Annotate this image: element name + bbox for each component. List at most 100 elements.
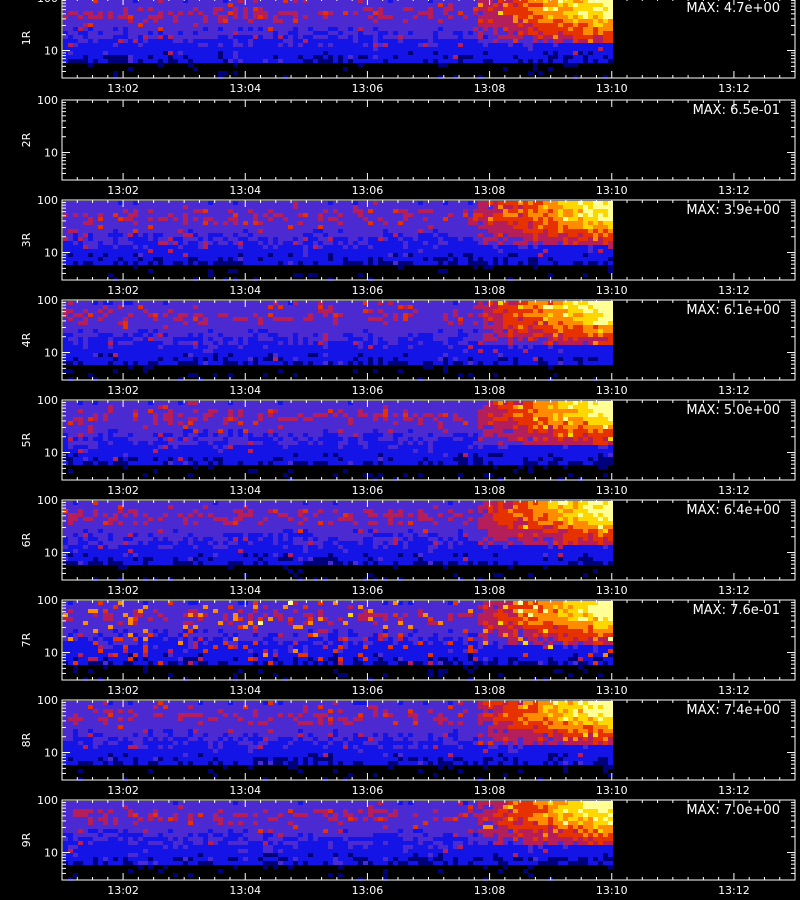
heatmap-cell [293,39,298,43]
heatmap-cell [428,0,433,3]
heatmap-cell [318,201,323,205]
heatmap-cell [413,241,418,245]
heatmap-cell [98,345,103,349]
heatmap-cell [318,341,323,345]
heatmap-cell [193,237,198,241]
heatmap-cell [228,237,233,241]
heatmap-cell [428,11,433,15]
heatmap-cell [263,43,268,47]
heatmap-cell [593,209,598,213]
heatmap-cell [558,237,563,241]
heatmap-cell [288,309,293,313]
heatmap-cell [323,245,328,249]
heatmap-cell [523,15,528,19]
heatmap-cell [323,229,328,233]
heatmap-cell [338,15,343,19]
heatmap-cell [168,221,173,225]
heatmap-cell [573,245,578,249]
heatmap-cell [433,23,438,27]
heatmap-cell [583,19,588,23]
heatmap-cell [223,59,228,63]
heatmap-cell [548,67,553,71]
heatmap-cell [433,15,438,19]
heatmap-cell [463,39,468,43]
heatmap-cell [288,337,293,341]
heatmap-cell [443,35,448,39]
heatmap-cell [258,229,263,233]
heatmap-cell [363,237,368,241]
heatmap-cell [483,265,488,269]
heatmap-cell [168,225,173,229]
heatmap-cell [178,341,183,345]
heatmap-cell [598,27,603,31]
heatmap-cell [508,253,513,257]
heatmap-cell [508,51,513,55]
heatmap-cell [103,31,108,35]
heatmap-cell [503,15,508,19]
heatmap-cell [503,217,508,221]
heatmap-cell [278,349,283,353]
heatmap-cell [428,19,433,23]
heatmap-cell [73,205,78,209]
heatmap-cell [383,237,388,241]
heatmap-cell [598,225,603,229]
heatmap-cell [168,39,173,43]
heatmap-cell [128,325,133,329]
heatmap-cell [423,209,428,213]
heatmap-cell [273,11,278,15]
heatmap-cell [263,301,268,305]
heatmap-cell [188,317,193,321]
heatmap-cell [543,7,548,11]
heatmap-cell [163,249,168,253]
heatmap-cell [258,19,263,23]
heatmap-cell [63,43,68,47]
heatmap-cell [398,51,403,55]
heatmap-cell [378,31,383,35]
heatmap-cell [258,317,263,321]
heatmap-cell [378,15,383,19]
heatmap-cell [458,35,463,39]
heatmap-cell [193,313,198,317]
heatmap-cell [373,31,378,35]
heatmap-cell [448,249,453,253]
heatmap-cell [208,273,213,277]
heatmap-cell [488,59,493,63]
heatmap-cell [443,241,448,245]
heatmap-cell [538,11,543,15]
heatmap-cell [408,237,413,241]
heatmap-cell [303,233,308,237]
heatmap-cell [493,59,498,63]
heatmap-cell [523,31,528,35]
heatmap-cell [573,257,578,261]
heatmap-cell [443,43,448,47]
heatmap-cell [138,27,143,31]
heatmap-cell [213,241,218,245]
heatmap-cell [568,47,573,51]
heatmap-cell [98,225,103,229]
heatmap-cell [303,257,308,261]
heatmap-cell [78,325,83,329]
heatmap-cell [348,349,353,353]
heatmap-cell [273,241,278,245]
heatmap-cell [303,0,308,3]
heatmap-cell [208,0,213,3]
heatmap-cell [198,329,203,333]
heatmap-cell [298,353,303,357]
heatmap-cell [358,345,363,349]
heatmap-cell [208,357,213,361]
heatmap-cell [303,31,308,35]
heatmap-cell [193,217,198,221]
heatmap-cell [123,333,128,337]
heatmap-cell [583,249,588,253]
heatmap-cell [383,205,388,209]
heatmap-cell [238,43,243,47]
heatmap-cell [68,205,73,209]
heatmap-cell [463,0,468,3]
heatmap-cell [233,313,238,317]
heatmap-cell [208,305,213,309]
heatmap-cell [473,261,478,265]
heatmap-cell [503,3,508,7]
heatmap-cell [243,233,248,237]
y-tick-label: 10 [44,45,58,58]
heatmap-cell [258,337,263,341]
